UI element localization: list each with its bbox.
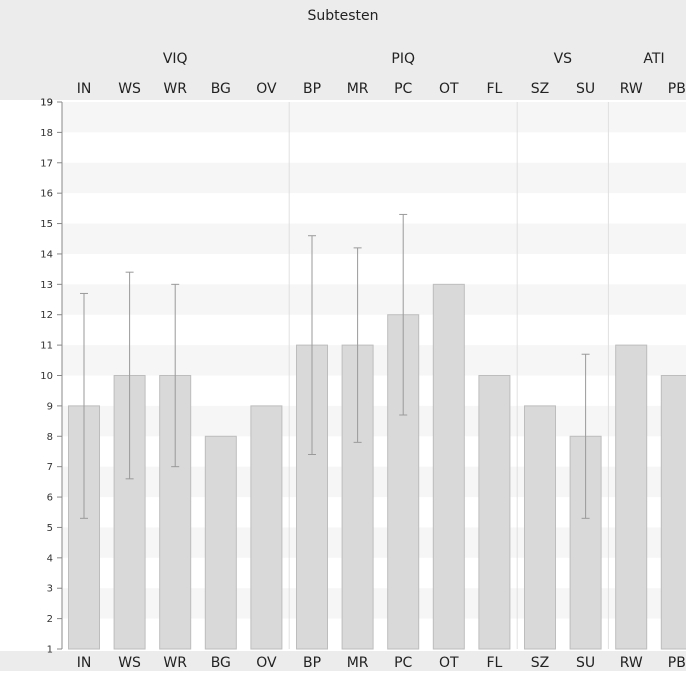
group-label: VIQ [163, 51, 188, 67]
category-label-top: WS [118, 81, 141, 97]
category-label-bottom: IN [77, 655, 92, 671]
y-tick-label: 1 [47, 645, 53, 656]
category-label-top: SZ [531, 81, 549, 97]
y-tick-label: 5 [47, 523, 53, 534]
grid-band [62, 163, 686, 193]
bar [479, 376, 510, 650]
y-tick-label: 13 [40, 280, 53, 291]
category-label-bottom: PC [394, 655, 412, 671]
y-tick-label: 16 [40, 189, 53, 200]
group-label: PIQ [391, 51, 415, 67]
bar [616, 345, 647, 649]
y-tick-label: 3 [47, 584, 53, 595]
grid-band [62, 284, 686, 314]
grid-band [62, 102, 686, 132]
grid-band [62, 345, 686, 375]
category-label-top: PC [394, 81, 412, 97]
category-label-bottom: OT [439, 655, 459, 671]
y-tick-label: 8 [47, 432, 53, 443]
category-label-bottom: FL [486, 655, 502, 671]
category-label-bottom: SU [576, 655, 595, 671]
category-label-bottom: OV [256, 655, 277, 671]
y-tick-label: 4 [47, 553, 53, 564]
category-label-top: WR [163, 81, 187, 97]
group-label: VS [554, 51, 573, 67]
grid-band [62, 406, 686, 436]
category-label-top: FL [486, 81, 502, 97]
bar [661, 376, 686, 650]
y-tick-label: 18 [40, 128, 53, 139]
category-label-top: PB [668, 81, 686, 97]
category-label-bottom: BP [303, 655, 321, 671]
y-tick-label: 11 [40, 341, 53, 352]
y-tick-label: 6 [47, 493, 53, 504]
category-label-top: BP [303, 81, 321, 97]
category-label-top: BG [211, 81, 231, 97]
y-tick-label: 9 [47, 401, 53, 412]
group-label: ATI [643, 51, 664, 67]
bar [525, 406, 556, 649]
category-label-top: MR [347, 81, 369, 97]
category-label-bottom: BG [211, 655, 231, 671]
category-label-top: IN [77, 81, 92, 97]
y-tick-label: 12 [40, 310, 53, 321]
y-tick-label: 10 [40, 371, 53, 382]
y-tick-label: 17 [40, 158, 53, 169]
category-label-bottom: WR [163, 655, 187, 671]
y-tick-label: 2 [47, 614, 53, 625]
category-label-top: OV [256, 81, 277, 97]
category-label-bottom: RW [620, 655, 643, 671]
category-label-bottom: WS [118, 655, 141, 671]
category-label-top: SU [576, 81, 595, 97]
grid-band [62, 224, 686, 254]
bar [433, 284, 464, 649]
bar [251, 406, 282, 649]
category-label-bottom: MR [347, 655, 369, 671]
category-label-top: RW [620, 81, 643, 97]
bar [205, 436, 236, 649]
category-label-top: OT [439, 81, 459, 97]
y-tick-label: 15 [40, 219, 53, 230]
category-label-bottom: PB [668, 655, 686, 671]
y-tick-label: 14 [40, 249, 53, 260]
chart-title: Subtesten [307, 8, 378, 24]
category-label-bottom: SZ [531, 655, 549, 671]
y-tick-label: 19 [40, 98, 53, 109]
y-tick-label: 7 [47, 462, 53, 473]
